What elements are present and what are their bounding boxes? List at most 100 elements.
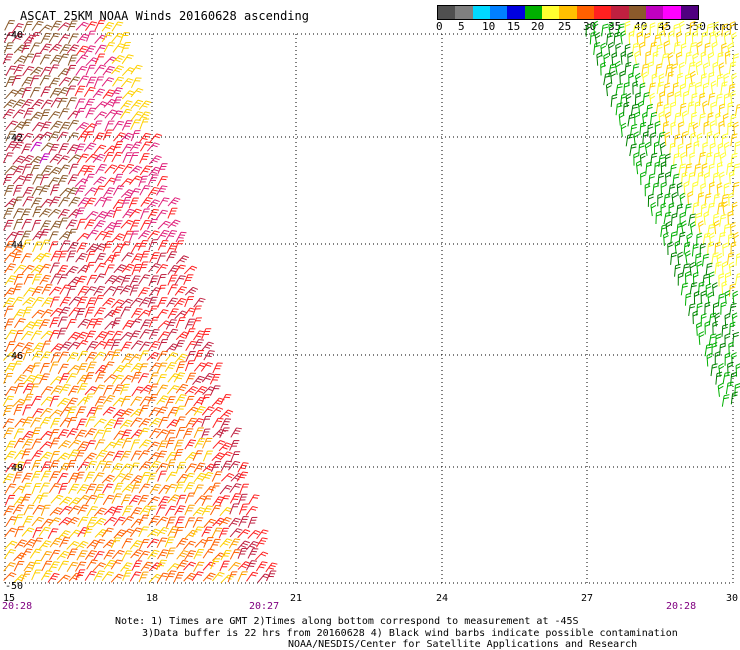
wind-barb — [728, 61, 737, 75]
wind-barb — [56, 264, 69, 276]
wind-barb — [138, 405, 149, 416]
wind-barb — [38, 228, 50, 240]
wind-barb — [728, 261, 735, 276]
wind-barb — [175, 255, 189, 265]
wind-barb — [12, 208, 24, 219]
wind-barb — [67, 174, 79, 185]
wind-barb — [165, 230, 178, 241]
wind-barb — [111, 251, 121, 263]
wind-barb — [5, 462, 18, 473]
wind-barb — [122, 230, 133, 242]
wind-barb — [157, 297, 168, 308]
wind-barb — [112, 505, 124, 517]
wind-barb — [93, 517, 107, 527]
wind-barb — [49, 549, 61, 561]
wind-barb — [120, 219, 134, 229]
wind-barb — [75, 121, 89, 131]
wind-barb — [22, 196, 34, 207]
wind-barb — [75, 207, 86, 219]
wind-barb — [166, 297, 179, 308]
wind-barb — [714, 351, 721, 365]
wind-barb — [5, 386, 17, 397]
wind-barb — [93, 243, 107, 253]
wind-barb — [40, 407, 53, 418]
wind-barb — [678, 121, 684, 136]
wind-barb — [202, 463, 216, 473]
wind-barb — [66, 406, 77, 418]
wind-barb — [85, 297, 97, 309]
wind-barb — [122, 505, 133, 517]
wind-barb — [712, 320, 719, 335]
wind-barb — [111, 299, 125, 309]
wind-barb — [49, 184, 60, 196]
wind-barb — [698, 331, 705, 345]
wind-barb — [194, 437, 206, 449]
wind-barb — [3, 42, 14, 54]
wind-barb — [667, 71, 674, 85]
wind-barb — [149, 428, 161, 439]
wind-barb — [673, 23, 680, 37]
wind-barb — [101, 77, 115, 87]
wind-barb — [137, 373, 150, 384]
wind-barb — [191, 571, 204, 582]
wind-barb — [3, 219, 14, 231]
wind-barb — [40, 570, 53, 581]
wind-barb — [65, 97, 77, 108]
wind-barb — [219, 495, 231, 506]
wind-barb — [158, 496, 170, 507]
wind-barb — [121, 353, 134, 364]
wind-barb — [184, 286, 199, 296]
wind-barb — [21, 472, 33, 484]
wind-barb — [74, 143, 86, 155]
wind-barb — [76, 218, 86, 230]
wind-barb — [724, 332, 731, 347]
wind-barb — [57, 68, 71, 78]
wind-barb — [247, 548, 259, 559]
wind-barb — [86, 274, 97, 286]
wind-barb — [156, 526, 169, 537]
wind-barb — [76, 296, 88, 307]
wind-barb — [140, 319, 152, 330]
wind-barb — [122, 208, 135, 219]
wind-barb — [119, 32, 130, 44]
wind-barb — [86, 407, 98, 418]
wind-barb — [12, 283, 23, 295]
wind-barb — [20, 548, 33, 559]
wind-barb — [67, 341, 80, 351]
wind-barb — [67, 505, 81, 515]
wind-barb — [83, 131, 94, 143]
wind-barb — [247, 529, 261, 539]
wind-barb — [227, 571, 238, 583]
wind-barb — [103, 221, 117, 231]
wind-barb — [175, 231, 187, 243]
wind-barb — [140, 561, 153, 572]
wind-barb — [200, 394, 211, 406]
wind-barb — [104, 506, 118, 516]
wind-barb — [32, 230, 45, 241]
wind-barb — [85, 483, 97, 494]
wind-barb — [3, 297, 15, 308]
wind-barb — [2, 174, 13, 186]
wind-barb — [21, 448, 32, 460]
wind-barb — [695, 60, 702, 75]
wind-barb — [219, 451, 233, 461]
wind-barb — [182, 428, 194, 439]
wind-barb — [119, 463, 133, 473]
wind-barb — [41, 560, 53, 572]
wind-barb — [697, 171, 704, 185]
wind-barb — [93, 429, 105, 440]
wind-barb — [40, 470, 52, 482]
wind-barb — [201, 495, 213, 506]
wind-barb — [38, 492, 49, 504]
wind-barb — [29, 111, 43, 121]
wind-barb — [5, 65, 17, 77]
wind-barb — [237, 571, 248, 582]
wind-barb — [209, 504, 222, 516]
wind-barb — [730, 391, 738, 405]
wind-barb — [647, 61, 654, 75]
wind-barb — [39, 362, 50, 374]
wind-barb — [688, 171, 696, 185]
wind-barb — [48, 286, 62, 296]
wind-barb — [167, 197, 181, 207]
wind-barb — [2, 395, 14, 407]
